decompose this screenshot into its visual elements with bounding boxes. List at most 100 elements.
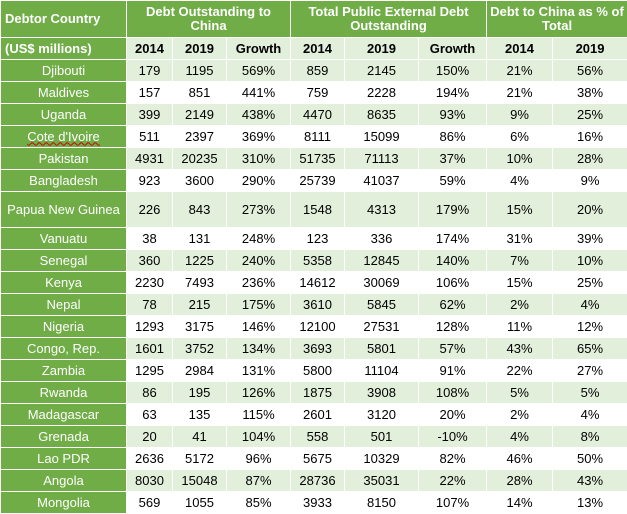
china-2014-cell: 1293 xyxy=(127,316,173,338)
pct-2014-cell: 43% xyxy=(487,338,553,360)
pct-2014-cell: 21% xyxy=(487,82,553,104)
pct-2019-cell: 38% xyxy=(553,82,627,104)
china-growth-header: Growth xyxy=(227,38,291,60)
china-growth-cell: 104% xyxy=(227,426,291,448)
china-2019-cell: 3752 xyxy=(173,338,227,360)
pct-2014-cell: 10% xyxy=(487,148,553,170)
country-cell: Lao PDR xyxy=(1,448,127,470)
china-2014-cell: 4931 xyxy=(127,148,173,170)
china-2014-cell: 1295 xyxy=(127,360,173,382)
pct-2014-cell: 22% xyxy=(487,360,553,382)
china-2014-cell: 2636 xyxy=(127,448,173,470)
pct-2019-cell: 25% xyxy=(553,272,627,294)
country-cell: Bangladesh xyxy=(1,170,127,192)
pct-2019-cell: 56% xyxy=(553,60,627,82)
pct-2019-cell: 50% xyxy=(553,448,627,470)
china-2019-cell: 2397 xyxy=(173,126,227,148)
total-2014-cell: 3610 xyxy=(291,294,345,316)
china-growth-cell: 236% xyxy=(227,272,291,294)
china-2019-cell: 15048 xyxy=(173,470,227,492)
total-2019-cell: 41037 xyxy=(345,170,419,192)
china-growth-cell: 438% xyxy=(227,104,291,126)
total-2014-cell: 123 xyxy=(291,228,345,250)
pct-2019-cell: 43% xyxy=(553,470,627,492)
pct-2019-cell: 10% xyxy=(553,250,627,272)
total-2014-cell: 25739 xyxy=(291,170,345,192)
table-row: Nigeria 1293 3175 146% 12100 27531 128% … xyxy=(1,316,627,338)
china-2019-cell: 2984 xyxy=(173,360,227,382)
total-2019-cell: 27531 xyxy=(345,316,419,338)
total-2019-cell: 501 xyxy=(345,426,419,448)
china-growth-cell: 273% xyxy=(227,192,291,228)
china-growth-cell: 146% xyxy=(227,316,291,338)
pct-2019-cell: 9% xyxy=(553,170,627,192)
china-2014-cell: 78 xyxy=(127,294,173,316)
debt-to-china-group-header: Debt Outstanding to China xyxy=(127,1,291,38)
china-growth-cell: 131% xyxy=(227,360,291,382)
pct-2014-header: 2014 xyxy=(487,38,553,60)
total-2019-cell: 8635 xyxy=(345,104,419,126)
china-growth-cell: 126% xyxy=(227,382,291,404)
table-row: Uganda 399 2149 438% 4470 8635 93% 9% 25… xyxy=(1,104,627,126)
total-2014-cell: 759 xyxy=(291,82,345,104)
pct-2014-cell: 5% xyxy=(487,382,553,404)
china-2019-cell: 131 xyxy=(173,228,227,250)
table-row: Zambia 1295 2984 131% 5800 11104 91% 22%… xyxy=(1,360,627,382)
table-row: Djibouti 179 1195 569% 859 2145 150% 21%… xyxy=(1,60,627,82)
total-2019-cell: 8150 xyxy=(345,492,419,514)
table-row: Pakistan 4931 20235 310% 51735 71113 37%… xyxy=(1,148,627,170)
total-2014-cell: 8111 xyxy=(291,126,345,148)
units-label: (US$ millions) xyxy=(1,38,127,60)
total-2019-cell: 11104 xyxy=(345,360,419,382)
china-growth-cell: 134% xyxy=(227,338,291,360)
pct-2014-cell: 6% xyxy=(487,126,553,148)
pct-2019-cell: 28% xyxy=(553,148,627,170)
china-2014-header: 2014 xyxy=(127,38,173,60)
table-row: Madagascar 63 135 115% 2601 3120 20% 2% … xyxy=(1,404,627,426)
total-2014-cell: 1548 xyxy=(291,192,345,228)
pct-2014-cell: 2% xyxy=(487,294,553,316)
pct-2014-cell: 14% xyxy=(487,492,553,514)
country-cell: Congo, Rep. xyxy=(1,338,127,360)
china-2019-cell: 1195 xyxy=(173,60,227,82)
total-growth-cell: -10% xyxy=(419,426,487,448)
china-growth-cell: 240% xyxy=(227,250,291,272)
total-growth-cell: 86% xyxy=(419,126,487,148)
total-growth-header: Growth xyxy=(419,38,487,60)
table-row: Senegal 360 1225 240% 5358 12845 140% 7%… xyxy=(1,250,627,272)
total-growth-cell: 93% xyxy=(419,104,487,126)
pct-2014-cell: 4% xyxy=(487,170,553,192)
china-growth-cell: 175% xyxy=(227,294,291,316)
pct-2019-cell: 27% xyxy=(553,360,627,382)
china-2014-cell: 399 xyxy=(127,104,173,126)
pct-2014-cell: 15% xyxy=(487,192,553,228)
pct-2014-cell: 4% xyxy=(487,426,553,448)
total-2019-cell: 3908 xyxy=(345,382,419,404)
china-growth-cell: 310% xyxy=(227,148,291,170)
china-2014-cell: 63 xyxy=(127,404,173,426)
china-2014-cell: 1601 xyxy=(127,338,173,360)
country-cell: Cote d'Ivoire xyxy=(1,126,127,148)
china-growth-cell: 115% xyxy=(227,404,291,426)
total-growth-cell: 194% xyxy=(419,82,487,104)
header-row-groups: Debtor Country Debt Outstanding to China… xyxy=(1,1,627,38)
table-row: Bangladesh 923 3600 290% 25739 41037 59%… xyxy=(1,170,627,192)
pct-2019-cell: 12% xyxy=(553,316,627,338)
country-cell: Mongolia xyxy=(1,492,127,514)
country-cell: Djibouti xyxy=(1,60,127,82)
pct-2019-cell: 25% xyxy=(553,104,627,126)
pct-2019-cell: 5% xyxy=(553,382,627,404)
country-cell: Madagascar xyxy=(1,404,127,426)
country-cell: Vanuatu xyxy=(1,228,127,250)
pct-2019-cell: 8% xyxy=(553,426,627,448)
country-cell: Kenya xyxy=(1,272,127,294)
country-cell: Uganda xyxy=(1,104,127,126)
total-growth-cell: 179% xyxy=(419,192,487,228)
total-2019-cell: 3120 xyxy=(345,404,419,426)
total-2014-cell: 5800 xyxy=(291,360,345,382)
china-growth-cell: 569% xyxy=(227,60,291,82)
pct-2014-cell: 9% xyxy=(487,104,553,126)
country-cell: Maldives xyxy=(1,82,127,104)
total-2014-cell: 859 xyxy=(291,60,345,82)
total-2014-cell: 3933 xyxy=(291,492,345,514)
